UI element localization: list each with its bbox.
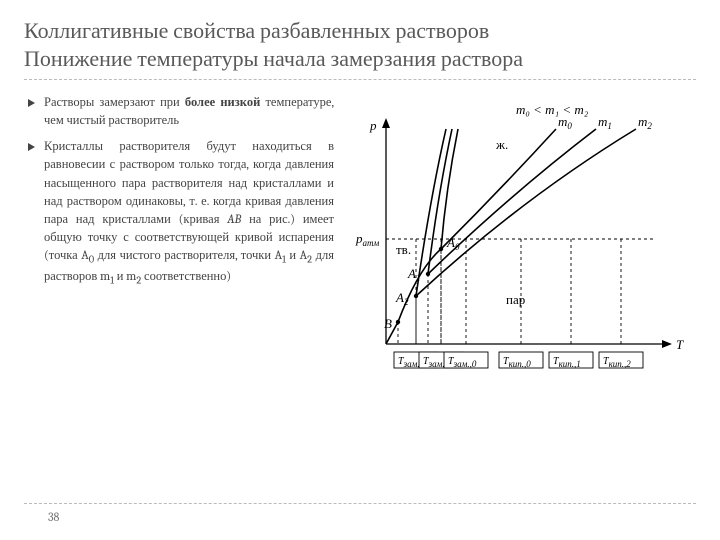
svg-text:A1: A1	[407, 266, 420, 283]
svg-text:A2: A2	[395, 290, 409, 307]
title-line-1: Коллигативные свойства разбавленных раст…	[24, 18, 489, 44]
svg-text:ж.: ж.	[495, 137, 508, 152]
bullet-list: Растворы замерзают при более низкой темп…	[24, 94, 334, 394]
svg-text:m1: m1	[598, 114, 612, 131]
svg-text:pатм: pатм	[355, 231, 379, 248]
title-line-2: Понижение температуры начала замерзания …	[24, 46, 523, 72]
svg-text:пар: пар	[506, 292, 525, 307]
phase-diagram: pTpатмтв.ж.парm₀ < m₁ < m₂m0m1m2BA2A1A0T…	[346, 94, 696, 394]
svg-text:p: p	[369, 118, 377, 133]
bullet-2: Кристаллы растворителя будут находиться …	[24, 138, 334, 288]
svg-text:тв.: тв.	[396, 242, 411, 257]
svg-text:m₀ < m₁ < m₂: m₀ < m₁ < m₂	[516, 102, 589, 117]
footer: 38	[24, 503, 696, 524]
svg-text:B: B	[384, 316, 392, 331]
slide-title: Коллигативные свойства разбавленных раст…	[24, 18, 696, 80]
svg-text:m2: m2	[638, 114, 652, 131]
content-row: Растворы замерзают при более низкой темп…	[24, 94, 696, 394]
page-number: 38	[24, 510, 59, 524]
svg-text:T: T	[676, 337, 684, 352]
bullet-1: Растворы замерзают при более низкой темп…	[24, 94, 334, 130]
svg-text:A0: A0	[446, 235, 460, 252]
phase-diagram-svg: pTpатмтв.ж.парm₀ < m₁ < m₂m0m1m2BA2A1A0T…	[346, 94, 686, 394]
